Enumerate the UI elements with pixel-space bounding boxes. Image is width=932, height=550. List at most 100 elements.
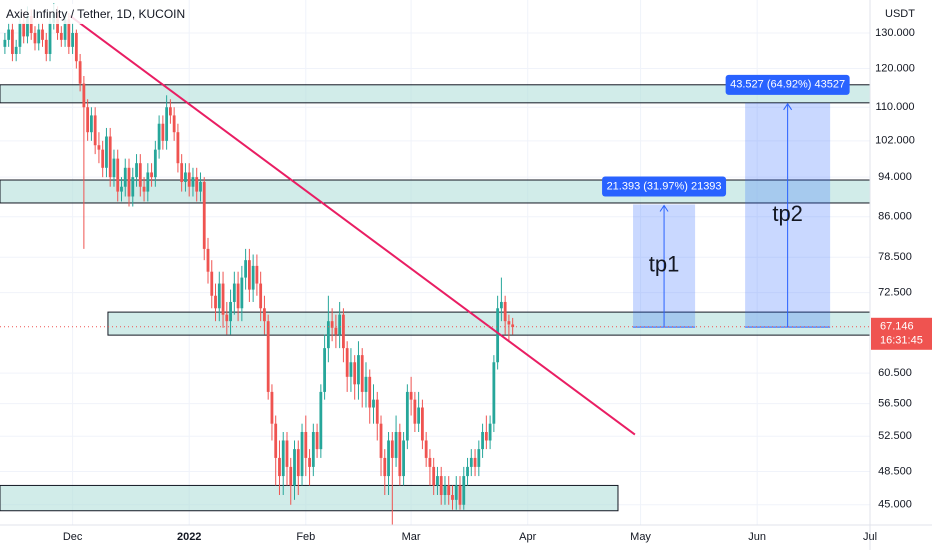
- candle-body: [97, 145, 101, 150]
- y-tick-label: 94.000: [878, 171, 912, 183]
- candle-body: [394, 432, 398, 458]
- candle-body: [78, 61, 82, 84]
- candle-body: [503, 301, 507, 322]
- candle-body: [225, 314, 229, 322]
- candle-body: [342, 314, 345, 349]
- y-tick-label: 110.000: [876, 101, 915, 113]
- candle-body: [191, 177, 195, 187]
- candle-body: [481, 432, 484, 450]
- measure-label: 43.527 (64.92%) 43527: [730, 79, 845, 91]
- candle-body: [168, 107, 172, 116]
- candle-body: [420, 407, 424, 441]
- candle-body: [447, 485, 451, 496]
- candle-body: [255, 265, 259, 284]
- candle-body: [511, 324, 515, 328]
- measure-label: 21.393 (31.97%) 21393: [607, 180, 722, 192]
- candle-body: [206, 248, 210, 272]
- countdown-label: 16:31:45: [880, 335, 923, 347]
- candle-body: [232, 283, 236, 302]
- candle-body: [214, 295, 217, 309]
- candle-body: [462, 476, 466, 505]
- candle-body: [357, 355, 360, 385]
- candle-body: [131, 177, 135, 197]
- y-tick-label: 56.500: [878, 397, 912, 409]
- y-tick-label: 86.000: [878, 211, 912, 223]
- candle-body: [161, 123, 165, 141]
- candle-body: [259, 283, 263, 309]
- candle-body: [451, 495, 454, 500]
- last-price-label: 67.146: [880, 321, 914, 333]
- candle-body: [349, 362, 353, 377]
- candle-body: [285, 440, 289, 467]
- candle-body: [270, 391, 274, 424]
- candle-body: [33, 32, 37, 44]
- candle-body: [120, 186, 123, 192]
- candle-body: [108, 136, 112, 178]
- candle-body: [221, 283, 225, 315]
- y-tick-label: 60.500: [878, 367, 912, 379]
- candle-body: [251, 265, 255, 290]
- candle-body: [466, 466, 469, 477]
- candle-body: [90, 115, 93, 133]
- candle-body: [48, 22, 52, 54]
- candle-body: [319, 391, 323, 450]
- candle-body: [402, 440, 405, 477]
- candle-body: [59, 32, 63, 40]
- measure-label-bg: [602, 176, 727, 197]
- candle-body: [278, 457, 281, 477]
- candle-body: [184, 172, 187, 182]
- candle-body: [353, 362, 357, 385]
- candle-body: [82, 83, 86, 108]
- x-tick-label: Feb: [296, 531, 315, 543]
- candle-body: [398, 432, 402, 477]
- candle-body: [372, 399, 375, 408]
- y-tick-label: 102.000: [875, 135, 915, 147]
- candle-body: [477, 449, 481, 467]
- candle-body: [345, 348, 349, 377]
- x-tick-label: Jul: [863, 531, 877, 543]
- candle-body: [338, 314, 342, 335]
- candle-body: [116, 158, 120, 192]
- candle-body: [304, 432, 308, 458]
- candle-body: [7, 29, 11, 40]
- candle-body: [375, 399, 379, 424]
- candle-body: [26, 16, 29, 37]
- candle-body: [436, 476, 439, 486]
- candle-body: [266, 321, 270, 392]
- candle-body: [330, 321, 334, 328]
- candle-body: [499, 301, 503, 309]
- candle-body: [473, 457, 477, 467]
- candle-body: [105, 136, 108, 168]
- candle-body: [315, 432, 319, 450]
- candle-body: [41, 29, 44, 40]
- y-tick-label: 52.500: [878, 430, 912, 442]
- candle-body: [229, 301, 232, 322]
- candle-body: [390, 440, 394, 458]
- candle-body: [492, 362, 496, 424]
- candle-body: [263, 308, 266, 322]
- candle-body: [101, 149, 105, 168]
- candle-body: [3, 39, 7, 47]
- candle-body: [293, 449, 296, 486]
- measure-label-bg: [725, 74, 850, 95]
- candle-body: [165, 107, 169, 141]
- candle-body: [383, 457, 387, 477]
- candle-body: [240, 277, 244, 309]
- candle-body: [153, 149, 157, 178]
- candle-body: [409, 391, 413, 400]
- candle-body: [18, 22, 22, 47]
- candle-body: [74, 32, 78, 62]
- title-bg: [2, 4, 178, 24]
- candle-body: [424, 440, 428, 458]
- candle-body: [496, 308, 500, 363]
- candle-body: [123, 167, 127, 187]
- candle-body: [142, 186, 146, 192]
- zone: [0, 179, 871, 204]
- candle-body: [300, 432, 304, 477]
- candle-body: [405, 391, 409, 441]
- candle-body: [176, 132, 180, 164]
- candle-body: [311, 432, 315, 467]
- candle-body: [86, 107, 90, 133]
- zone: [0, 484, 619, 512]
